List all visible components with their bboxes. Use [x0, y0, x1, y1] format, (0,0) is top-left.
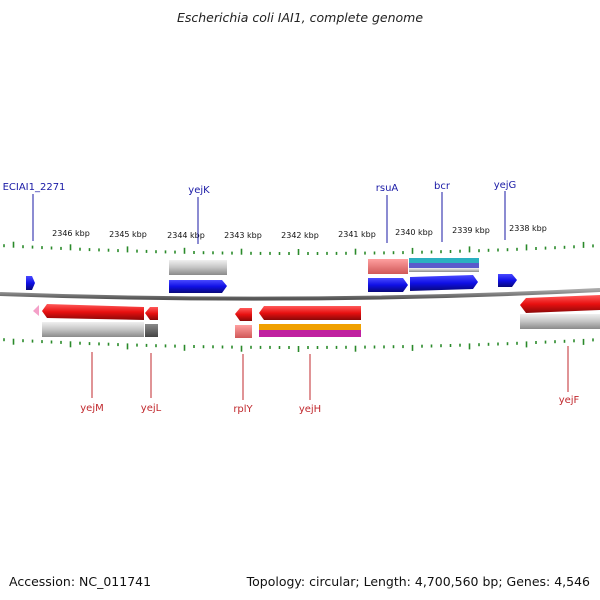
gene-feature-dark[interactable] — [145, 324, 158, 337]
scale-label: 2342 kbp — [281, 231, 319, 240]
scale-label: 2339 kbp — [452, 226, 490, 235]
gene-label-ECIAI1_2271[interactable]: ECIAI1_2271 — [3, 182, 66, 193]
scale-label: 2343 kbp — [224, 231, 262, 240]
gene-feature-purple[interactable] — [259, 330, 361, 337]
gene-feature-gray-yejF[interactable] — [520, 314, 600, 329]
gene-label-yejL[interactable]: yejL — [141, 403, 162, 414]
gene-feature-yejG[interactable] — [498, 274, 517, 287]
gene-feature-bcr-blue[interactable] — [409, 263, 479, 268]
gene-feature-yejL[interactable] — [145, 307, 158, 320]
gene-label-yejK[interactable]: yejK — [188, 185, 210, 196]
gene-feature-pink-rplY[interactable] — [235, 325, 252, 338]
scale-label: 2341 kbp — [338, 230, 376, 239]
scale-label: 2346 kbp — [52, 229, 90, 238]
scale-label: 2345 kbp — [109, 230, 147, 239]
gene-label-yejF[interactable]: yejF — [559, 395, 580, 406]
gene-feature-gray-yejM[interactable] — [42, 322, 144, 337]
gene-feature-rplY[interactable] — [235, 308, 252, 321]
gene-feature-orange[interactable] — [259, 324, 361, 330]
gene-label-rsuA[interactable]: rsuA — [376, 183, 399, 194]
gene-feature-yejM[interactable] — [42, 304, 144, 320]
gene-feature-pink-small[interactable] — [33, 305, 39, 316]
scale-ticks-bottom — [3, 338, 594, 352]
topology-text: Topology: circular; Length: 4,700,560 bp… — [246, 574, 590, 589]
scale-label: 2340 kbp — [395, 228, 433, 237]
gene-feature-yejF[interactable] — [520, 295, 600, 313]
genome-backbone — [0, 288, 600, 301]
scale-label: 2344 kbp — [167, 231, 205, 240]
gene-feature-bcr[interactable] — [410, 275, 478, 291]
gene-feature-gray[interactable] — [169, 260, 227, 275]
gene-label-yejG[interactable]: yejG — [494, 180, 517, 191]
gene-label-bcr[interactable]: bcr — [434, 181, 451, 192]
gene-feature-yejH[interactable] — [259, 306, 361, 320]
gene-feature-rsuA[interactable] — [368, 278, 408, 292]
gene-label-rplY[interactable]: rplY — [233, 404, 253, 415]
gene-feature-yejK[interactable] — [169, 280, 227, 293]
scale-label: 2338 kbp — [509, 224, 547, 233]
gene-feature-ECIAI1_2271[interactable] — [26, 276, 35, 290]
scale-ticks-top — [3, 241, 594, 255]
gene-label-yejM[interactable]: yejM — [80, 403, 103, 414]
accession-text: Accession: NC_011741 — [9, 574, 152, 589]
genome-title: Escherichia coli IAI1, complete genome — [176, 10, 424, 25]
gene-label-yejH[interactable]: yejH — [299, 404, 321, 415]
gene-feature-pink[interactable] — [368, 259, 408, 274]
gene-feature-bcr-cyan[interactable] — [409, 258, 479, 263]
gene-feature-bcr-gray[interactable] — [409, 268, 479, 272]
